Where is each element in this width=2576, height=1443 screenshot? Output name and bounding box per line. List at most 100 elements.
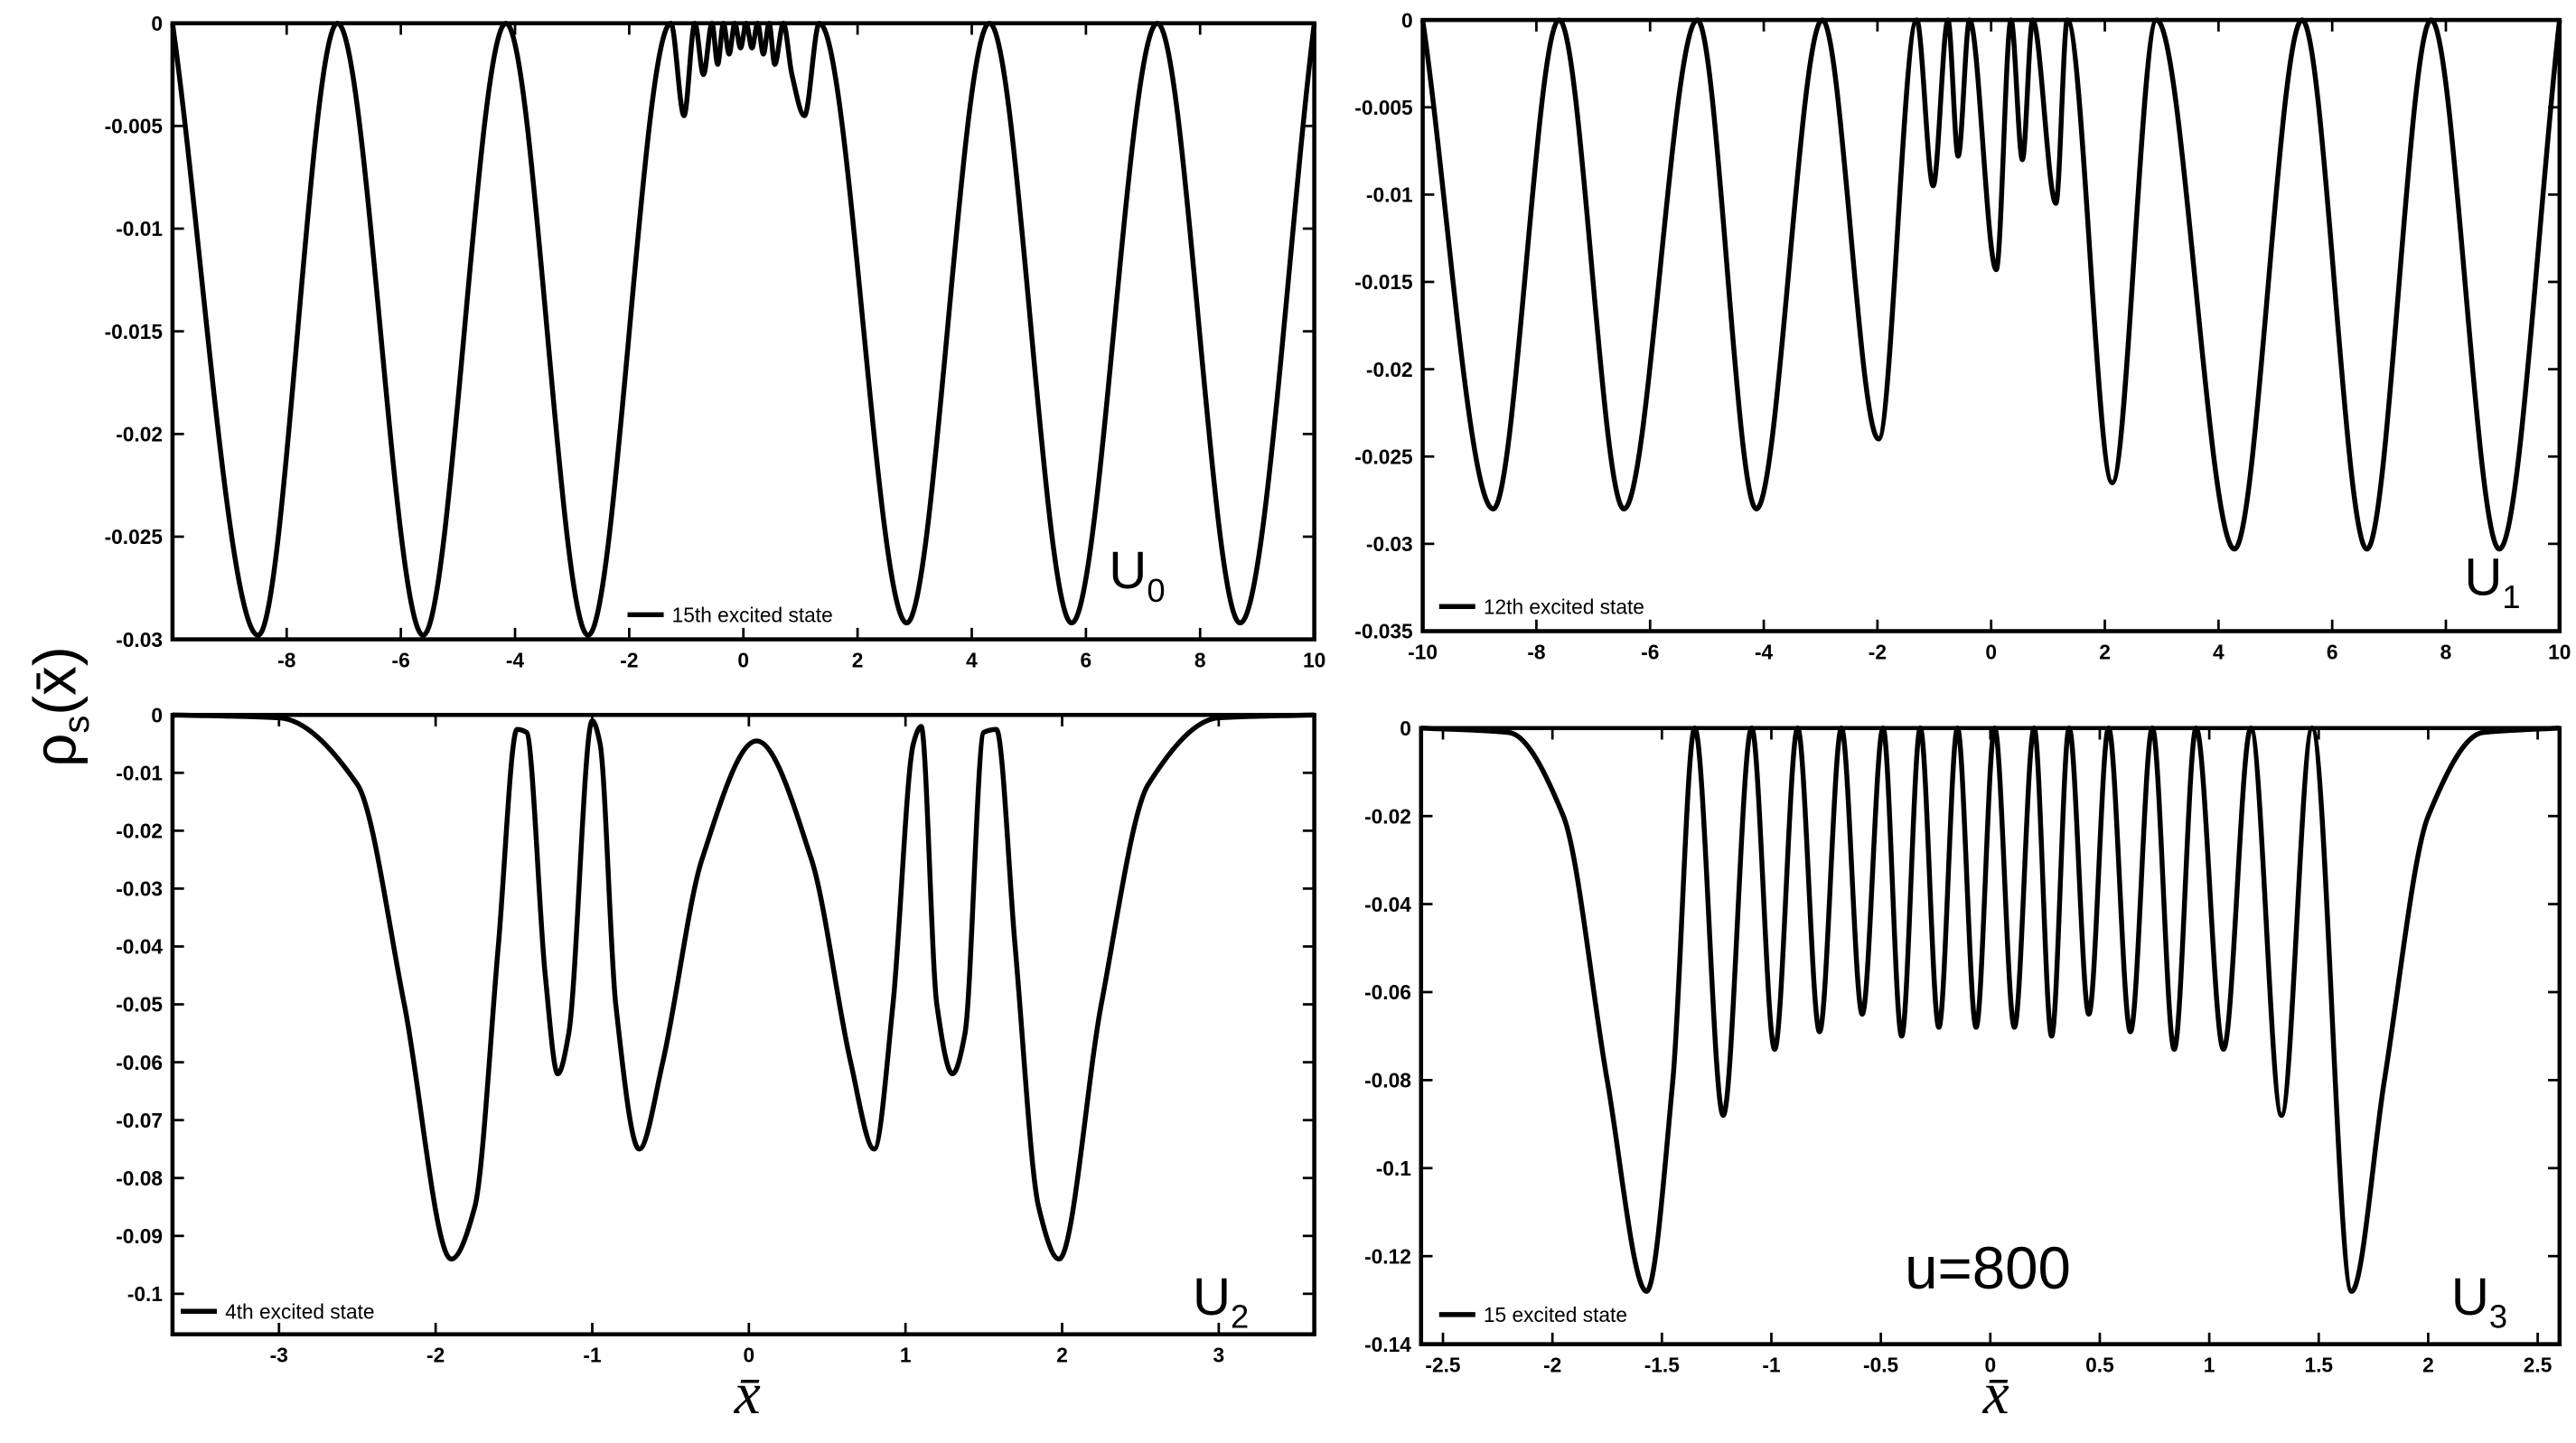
y-tick-label: -0.09 <box>116 1224 163 1248</box>
panel-label-sub: 0 <box>1147 572 1165 609</box>
legend-label: 15th excited state <box>672 603 833 626</box>
x-tick-label: -4 <box>506 648 525 671</box>
plot-area <box>1420 727 2560 1345</box>
y-axis-label: ρs(x̄) <box>23 646 98 767</box>
x-tick-label: 6 <box>2327 640 2338 663</box>
x-tick-label: 4 <box>2213 640 2225 663</box>
x-tick-label: 1 <box>900 1344 912 1367</box>
x-tick-label: -10 <box>1408 640 1438 663</box>
x-axis-label: x̄ <box>1982 1362 2009 1427</box>
x-tick-label: -2 <box>1869 640 1887 663</box>
annotation: u=800 <box>1905 1235 2071 1301</box>
x-tick-label: 1 <box>2204 1354 2215 1377</box>
y-tick-label: -0.02 <box>1366 358 1413 381</box>
legend-label: 15 excited state <box>1484 1303 1627 1326</box>
plot-area <box>172 715 1315 1335</box>
y-tick-label: -0.1 <box>127 1282 163 1306</box>
x-axis-label: x̄ <box>734 1362 761 1427</box>
x-tick-label: 10 <box>2548 640 2571 663</box>
x-tick-label: -1 <box>1762 1354 1780 1377</box>
panel-label-main: U <box>2451 1268 2489 1326</box>
data-line <box>172 712 1315 1262</box>
y-tick-label: -0.015 <box>105 320 163 343</box>
panel-label-sub: 3 <box>2489 1298 2507 1335</box>
y-tick-label: -0.01 <box>1366 183 1413 207</box>
panel-label-sub: 1 <box>2502 578 2520 615</box>
y-tick-label: -0.02 <box>116 820 163 843</box>
legend-label: 12th excited state <box>1484 595 1644 618</box>
y-label-sub: s <box>57 716 97 734</box>
x-tick-label: -8 <box>1527 640 1545 663</box>
y-tick-label: -0.12 <box>1364 1244 1411 1268</box>
y-tick-label: -0.08 <box>116 1167 163 1190</box>
y-tick-label: -0.03 <box>1366 532 1413 556</box>
x-tick-label: -2 <box>620 648 638 671</box>
x-tick-label: 8 <box>2440 640 2452 663</box>
x-tick-label: 2 <box>1056 1344 1068 1367</box>
y-tick-label: 0 <box>151 703 163 726</box>
x-tick-label: 2.5 <box>2524 1354 2553 1377</box>
y-tick-label: -0.01 <box>116 761 163 784</box>
y-tick-label: -0.03 <box>116 628 163 651</box>
panel-label: U0 <box>1109 541 1165 609</box>
axes-box <box>1420 17 2562 633</box>
y-tick-label: -0.06 <box>116 1051 163 1074</box>
y-tick-label: -0.1 <box>1376 1157 1411 1180</box>
x-tick-label: -1 <box>583 1344 601 1367</box>
panel-label-main: U <box>1193 1268 1231 1326</box>
axes-box <box>170 21 1316 642</box>
x-tick-label: -6 <box>392 648 410 671</box>
axes-box <box>170 712 1316 1336</box>
panel-label: U3 <box>2451 1268 2507 1335</box>
y-tick-label: 0 <box>1401 8 1413 32</box>
panel-label-main: U <box>1109 541 1147 600</box>
panel: 0 -0.005 -0.01 -0.015 -0.02 -0.025 -0.03 -0.035… <box>1354 8 2571 663</box>
x-tick-label: 6 <box>1081 648 1092 671</box>
x-tick-label: -2.5 <box>1425 1354 1460 1377</box>
x-tick-label: -0.5 <box>1863 1354 1898 1377</box>
x-tick-label: 1.5 <box>2304 1354 2333 1377</box>
y-tick-label: -0.06 <box>1364 980 1411 1004</box>
x-tick-label: 0 <box>1984 1354 1996 1377</box>
x-tick-label: 0.5 <box>2085 1354 2114 1377</box>
x-tick-label: 8 <box>1194 648 1206 671</box>
y-tick-label: -0.03 <box>116 877 163 901</box>
panel-label-sub: 2 <box>1231 1298 1249 1335</box>
x-tick-label: -1.5 <box>1644 1354 1680 1377</box>
y-tick-label: -0.02 <box>116 422 163 445</box>
data-line <box>170 21 1317 638</box>
panel: 0 -0.02 -0.04 -0.06 -0.08 -0.1 -0.12 -0.14 -2.5 -… <box>1364 717 2562 1427</box>
x-tick-label: 2 <box>2099 640 2111 663</box>
y-tick-label: -0.025 <box>105 525 163 548</box>
data-line <box>1420 726 2560 1294</box>
x-tick-label: -2 <box>426 1344 445 1367</box>
x-tick-label: 0 <box>737 648 749 671</box>
x-tick-label: -6 <box>1641 640 1659 663</box>
y-tick-label: -0.015 <box>1354 270 1412 294</box>
y-tick-label: -0.08 <box>1364 1069 1411 1092</box>
y-tick-label: -0.04 <box>116 935 163 959</box>
x-tick-label: -8 <box>277 648 295 671</box>
y-tick-label: -0.02 <box>1364 804 1411 828</box>
x-tick-label: 4 <box>966 648 978 671</box>
x-tick-label: 10 <box>1303 648 1325 671</box>
y-tick-label: 0 <box>1400 717 1411 740</box>
data-line <box>1419 17 2562 552</box>
y-tick-label: 0 <box>151 12 163 35</box>
x-tick-label: -3 <box>270 1344 288 1367</box>
y-label-arg: (x̄) <box>23 646 89 715</box>
panel-label: U1 <box>2464 548 2520 615</box>
y-tick-label: -0.005 <box>105 115 163 138</box>
y-tick-label: -0.14 <box>1364 1333 1411 1356</box>
plot-area <box>1422 20 2560 632</box>
x-tick-label: -4 <box>1755 640 1774 663</box>
legend-label: 4th excited state <box>225 1299 374 1323</box>
y-tick-label: -0.05 <box>116 993 163 1017</box>
x-tick-label: -2 <box>1543 1354 1561 1377</box>
panel: 0 -0.01 -0.02 -0.03 -0.04 -0.05 -0.06 -0.07 -0.0… <box>116 703 1316 1427</box>
y-tick-label: -0.04 <box>1364 893 1411 916</box>
y-tick-label: -0.07 <box>116 1109 163 1132</box>
x-tick-label: 2 <box>2422 1354 2434 1377</box>
x-tick-label: 0 <box>1985 640 1997 663</box>
